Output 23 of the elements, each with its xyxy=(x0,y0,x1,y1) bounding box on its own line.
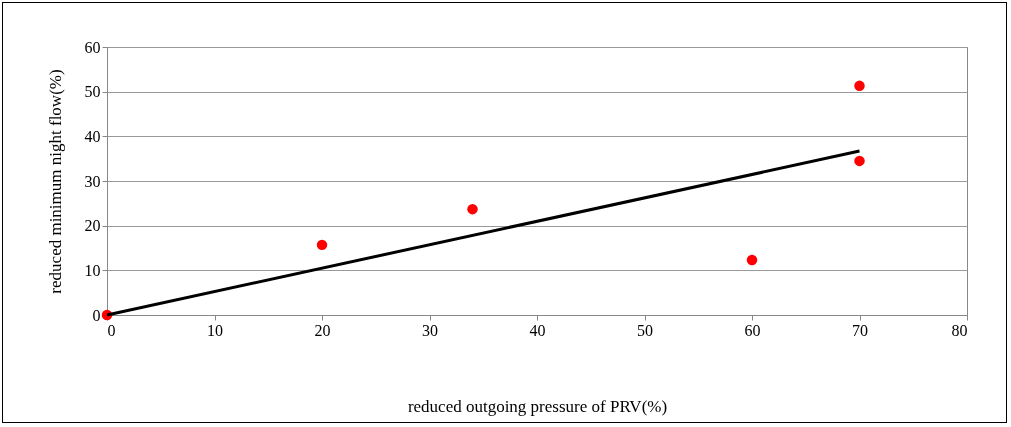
point xyxy=(854,155,865,167)
y-tick-label: 50 xyxy=(84,83,101,101)
x-tick-label: 0 xyxy=(107,321,116,339)
point xyxy=(854,80,865,92)
point xyxy=(467,203,478,215)
x-axis-title: reduced outgoing pressure of PRV(%) xyxy=(407,396,668,416)
y-axis-title: reduced minimum night flow(%) xyxy=(45,69,65,294)
x-tick-label: 40 xyxy=(529,321,546,339)
x-tick-label: 30 xyxy=(422,321,438,339)
point xyxy=(316,239,328,251)
y-tick-label: 60 xyxy=(84,38,101,56)
point xyxy=(746,254,758,266)
x-tick-label: 80 xyxy=(951,321,968,339)
x-tick-label: 70 xyxy=(852,321,868,339)
x-tick-label: 60 xyxy=(744,321,761,339)
y-tick-label: 40 xyxy=(84,127,101,145)
y-tick-label: 10 xyxy=(84,261,101,279)
y-tick-label: 30 xyxy=(84,172,101,190)
x-tick-label: 20 xyxy=(314,321,331,339)
x-tick-label: 50 xyxy=(637,321,653,339)
y-tick-label: 20 xyxy=(84,217,101,235)
x-tick-label: 10 xyxy=(207,321,223,339)
y-tick-label: 0 xyxy=(92,306,101,324)
